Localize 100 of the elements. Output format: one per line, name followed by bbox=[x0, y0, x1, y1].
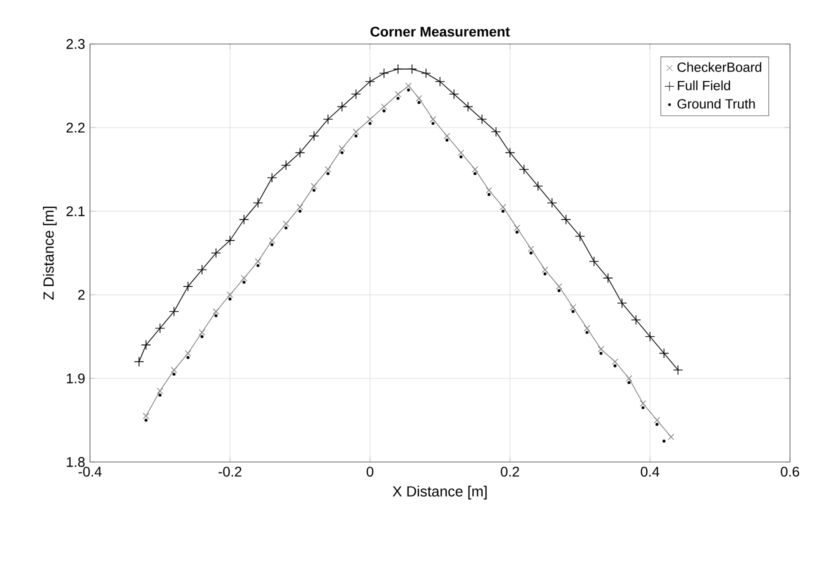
point bbox=[588, 256, 600, 266]
point bbox=[644, 332, 656, 342]
point bbox=[310, 182, 318, 190]
point bbox=[488, 193, 490, 196]
point bbox=[500, 204, 506, 210]
point bbox=[266, 172, 278, 183]
point bbox=[486, 187, 492, 194]
point bbox=[280, 160, 292, 170]
point bbox=[368, 122, 372, 125]
point bbox=[296, 204, 304, 210]
point bbox=[416, 95, 422, 102]
point bbox=[560, 214, 572, 225]
point bbox=[556, 283, 562, 290]
point bbox=[532, 181, 544, 192]
x-axis-title: X Distance [m] bbox=[392, 486, 487, 500]
point bbox=[458, 149, 464, 156]
y-tick-label: 2 bbox=[78, 290, 85, 300]
y-tick-label: 2.3 bbox=[66, 39, 85, 49]
x-tick-label: 0.2 bbox=[500, 466, 520, 477]
point bbox=[182, 281, 194, 292]
point bbox=[672, 364, 684, 376]
point bbox=[144, 418, 148, 422]
point bbox=[168, 306, 180, 317]
point bbox=[364, 76, 376, 87]
point bbox=[418, 101, 420, 104]
point bbox=[350, 89, 362, 100]
point bbox=[420, 68, 432, 78]
point bbox=[642, 406, 644, 410]
point bbox=[476, 114, 488, 124]
point bbox=[378, 68, 390, 78]
legend-label: Ground Truth bbox=[678, 98, 755, 109]
point bbox=[196, 264, 208, 275]
x-tick-label: -0.4 bbox=[78, 466, 102, 477]
y-tick-label: 1.8 bbox=[66, 457, 85, 467]
point bbox=[584, 325, 590, 332]
point bbox=[614, 364, 616, 368]
point bbox=[434, 76, 446, 87]
point bbox=[396, 96, 400, 100]
point bbox=[224, 235, 236, 246]
y-axis-title: Z Distance [m] bbox=[43, 206, 57, 300]
point bbox=[142, 412, 150, 420]
point bbox=[170, 366, 178, 374]
point bbox=[254, 258, 262, 265]
point bbox=[406, 64, 418, 74]
point bbox=[460, 155, 462, 158]
point bbox=[394, 90, 402, 98]
point bbox=[298, 210, 302, 213]
point bbox=[134, 356, 144, 367]
legend-label: Full Field bbox=[678, 80, 730, 90]
point bbox=[444, 132, 450, 140]
legend-label: CheckerBoard bbox=[678, 62, 762, 72]
point bbox=[472, 166, 478, 173]
point bbox=[382, 109, 386, 112]
point bbox=[542, 266, 548, 273]
point bbox=[392, 64, 404, 74]
point bbox=[446, 138, 448, 142]
y-tick-label: 1.9 bbox=[66, 373, 85, 384]
x-tick-label: -0.2 bbox=[218, 466, 242, 477]
point bbox=[214, 314, 218, 318]
point bbox=[380, 103, 388, 110]
point bbox=[430, 116, 436, 122]
point bbox=[654, 416, 660, 424]
point bbox=[270, 243, 274, 246]
point bbox=[140, 340, 152, 350]
point bbox=[558, 289, 560, 292]
point bbox=[432, 122, 434, 125]
point bbox=[474, 172, 476, 176]
point bbox=[338, 145, 346, 152]
point bbox=[530, 252, 532, 254]
y-tick-label: 2.2 bbox=[66, 122, 85, 132]
point bbox=[502, 210, 504, 213]
point bbox=[156, 388, 164, 394]
x-tick-label: 0 bbox=[366, 466, 374, 477]
point bbox=[516, 230, 518, 234]
point bbox=[612, 358, 618, 365]
point bbox=[600, 352, 602, 355]
point bbox=[240, 274, 248, 282]
point bbox=[448, 89, 460, 100]
point bbox=[366, 116, 374, 122]
point bbox=[238, 214, 250, 225]
x-tick-label: 0.4 bbox=[640, 466, 660, 477]
chart-title: Corner Measurement bbox=[370, 26, 510, 37]
point bbox=[514, 224, 520, 232]
point bbox=[572, 310, 574, 313]
point bbox=[324, 166, 332, 173]
point bbox=[294, 148, 306, 158]
point bbox=[668, 434, 674, 440]
point bbox=[602, 273, 614, 284]
point bbox=[640, 400, 646, 407]
point bbox=[598, 346, 604, 352]
point bbox=[528, 246, 534, 252]
point bbox=[186, 356, 190, 359]
point bbox=[656, 422, 658, 426]
x-tick-label: 0.6 bbox=[780, 466, 800, 477]
point bbox=[226, 292, 234, 298]
point bbox=[574, 231, 586, 242]
point bbox=[352, 128, 360, 136]
point bbox=[242, 280, 246, 284]
point bbox=[158, 394, 162, 397]
point bbox=[284, 226, 288, 230]
